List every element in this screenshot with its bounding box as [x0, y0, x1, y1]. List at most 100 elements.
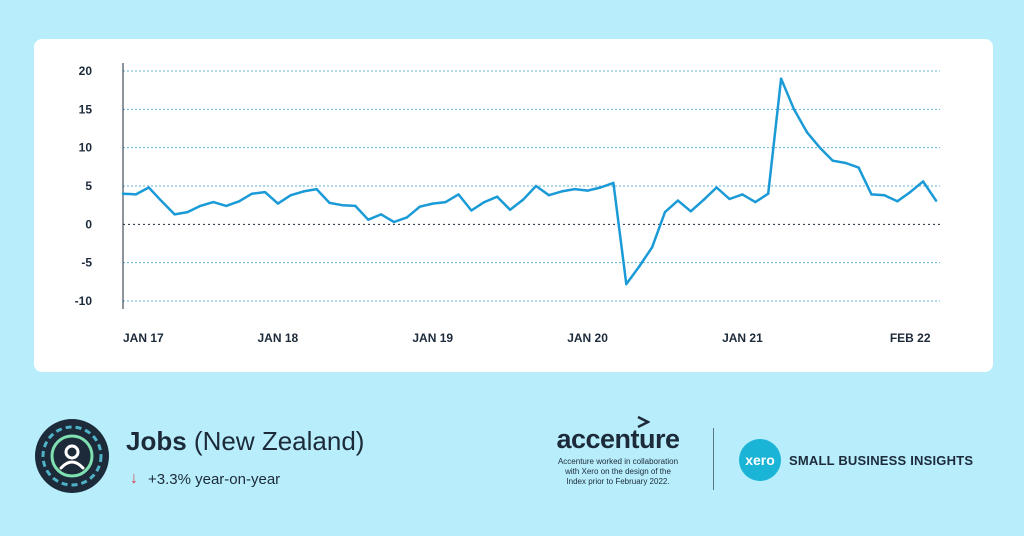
data-point — [134, 193, 138, 196]
metric-summary: Jobs (New Zealand) ↓ +3.3% year-on-year — [34, 418, 514, 493]
data-point — [379, 213, 383, 216]
data-point — [521, 198, 525, 201]
accenture-logo: accenture — [556, 416, 680, 455]
data-point — [225, 204, 228, 208]
y-tick-label: 20 — [79, 64, 93, 78]
data-point — [560, 190, 563, 193]
data-point — [650, 246, 654, 249]
data-point — [354, 204, 357, 208]
data-point — [405, 216, 409, 219]
xero-tagline: SMALL BUSINESS INSIGHTS — [789, 452, 974, 468]
data-point — [921, 180, 925, 183]
data-point — [599, 186, 602, 189]
data-point — [121, 192, 125, 195]
data-point — [289, 194, 292, 197]
data-point — [160, 200, 163, 203]
data-point — [792, 108, 796, 111]
data-point — [625, 282, 628, 286]
data-point — [547, 194, 551, 197]
data-point — [844, 161, 847, 165]
data-point — [508, 208, 512, 211]
y-tick-label: -5 — [81, 256, 92, 270]
data-point — [896, 200, 899, 203]
data-point — [431, 202, 434, 205]
x-tick-label: JAN 17 — [123, 331, 164, 345]
data-point — [328, 201, 331, 205]
data-point — [767, 192, 770, 195]
data-point — [496, 195, 499, 198]
x-tick-label: JAN 19 — [412, 331, 453, 345]
data-point — [186, 210, 189, 214]
x-tick-label: JAN 21 — [722, 331, 763, 345]
accenture-logo-block: accenture Accenture worked in collaborat… — [538, 416, 698, 487]
data-point — [276, 202, 280, 205]
chart-card: 20 15 10 5 0 -5 -10 JAN 17 JAN 18 JAN 19 JAN 20 JAN… — [34, 39, 993, 372]
data-point — [483, 200, 486, 204]
series-line — [121, 77, 938, 286]
data-point — [805, 131, 809, 134]
data-point — [457, 193, 460, 196]
accenture-word: accenture — [556, 424, 680, 454]
data-point — [857, 166, 860, 169]
data-point — [315, 187, 318, 191]
data-point — [883, 194, 886, 197]
data-point — [199, 204, 202, 208]
accenture-note-line: Accenture worked in collaboration — [557, 457, 679, 466]
data-point — [534, 184, 538, 188]
data-point — [147, 186, 151, 189]
data-point — [212, 200, 215, 204]
data-point — [663, 210, 667, 214]
accenture-note-line: Index prior to February 2022. — [566, 477, 670, 486]
y-tick-label: 0 — [85, 217, 92, 231]
person-circle-icon — [35, 419, 109, 493]
y-tick-label: 5 — [85, 179, 92, 193]
data-point — [934, 199, 938, 202]
data-point — [779, 77, 783, 80]
data-point — [173, 213, 176, 216]
accenture-note-line: with Xero on the design of the — [565, 467, 671, 476]
data-point — [263, 190, 267, 194]
data-point — [702, 198, 705, 201]
x-tick-label: JAN 20 — [567, 331, 608, 345]
yoy-text: +3.3% year-on-year — [148, 470, 281, 488]
accenture-note: Accenture worked in collaboration with X… — [538, 457, 698, 487]
data-point — [573, 187, 576, 191]
data-point — [637, 265, 641, 268]
data-point — [302, 190, 305, 193]
data-point — [444, 200, 447, 204]
line-chart: 20 15 10 5 0 -5 -10 JAN 17 JAN 18 JAN 19 JAN 20 JAN… — [75, 63, 940, 345]
y-tick-label: 10 — [79, 141, 93, 155]
data-point — [470, 209, 473, 212]
x-tick-label: JAN 18 — [258, 331, 299, 345]
xero-brand: xero SMALL BUSINESS INSIGHTS — [739, 439, 973, 481]
data-point — [831, 159, 834, 162]
metric-title-bold: Jobs — [126, 426, 187, 456]
arrow-down-icon: ↓ — [130, 470, 138, 487]
data-point — [818, 146, 822, 149]
metric-title-region: (New Zealand) — [193, 426, 365, 456]
data-point — [754, 200, 757, 204]
data-point — [676, 199, 680, 202]
x-tick-label: FEB 22 — [890, 331, 931, 345]
data-point — [586, 189, 589, 192]
y-tick-label: -10 — [75, 294, 93, 308]
data-point — [392, 220, 396, 224]
data-point — [728, 197, 731, 201]
yoy-change: ↓ +3.3% year-on-year — [130, 470, 280, 488]
data-point — [870, 193, 873, 196]
logo-divider — [713, 428, 714, 490]
data-point — [250, 192, 254, 195]
data-point — [715, 186, 718, 189]
xero-logo: xero — [739, 439, 781, 481]
data-point — [612, 181, 615, 185]
y-tick-label: 15 — [79, 102, 93, 116]
metric-title: Jobs (New Zealand) — [126, 426, 364, 457]
data-point — [366, 218, 370, 221]
accenture-chevron-icon — [637, 416, 651, 428]
data-point — [908, 190, 912, 194]
data-point — [237, 200, 241, 203]
data-point — [741, 193, 744, 196]
data-point — [418, 205, 422, 208]
data-point — [341, 203, 344, 207]
data-point — [689, 210, 693, 213]
